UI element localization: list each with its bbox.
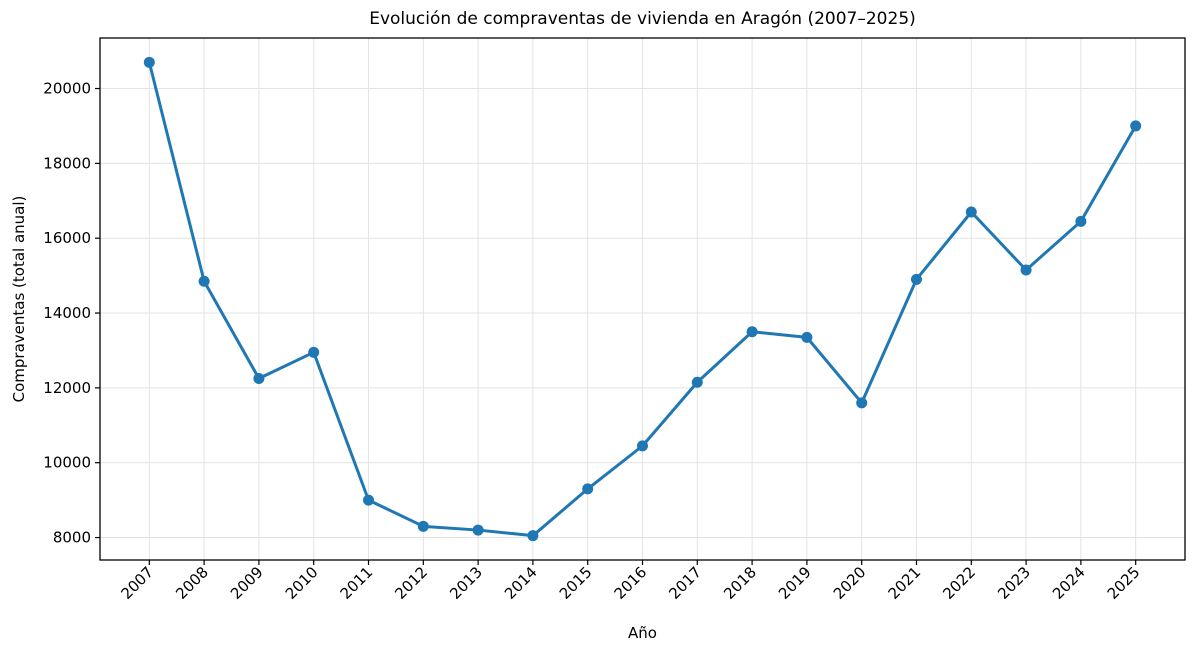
x-tick-label: 2020 bbox=[830, 563, 870, 603]
x-tick-label: 2022 bbox=[939, 563, 979, 603]
x-tick-label: 2009 bbox=[227, 563, 267, 603]
data-point-marker bbox=[801, 331, 813, 343]
data-point-marker bbox=[965, 206, 977, 218]
x-tick-label: 2023 bbox=[994, 563, 1034, 603]
data-point-marker bbox=[691, 376, 703, 388]
y-axis-label: Compraventas (total anual) bbox=[10, 195, 28, 403]
x-axis-label: Año bbox=[628, 624, 657, 642]
y-tick-label: 14000 bbox=[43, 304, 91, 322]
x-tick-label: 2011 bbox=[337, 563, 377, 603]
data-point-marker bbox=[637, 440, 648, 452]
data-point-marker bbox=[582, 483, 594, 495]
y-tick-label: 16000 bbox=[43, 229, 91, 247]
data-point-marker bbox=[1130, 120, 1142, 132]
data-point-marker bbox=[143, 56, 155, 68]
data-point-marker bbox=[198, 275, 210, 287]
axes-frame bbox=[99, 37, 1186, 561]
x-tick-label: 2007 bbox=[117, 563, 157, 603]
x-tick-label: 2012 bbox=[391, 563, 431, 603]
x-tick-label: 2016 bbox=[611, 563, 651, 603]
x-tick-label: 2021 bbox=[885, 563, 925, 603]
x-tick-label: 2025 bbox=[1104, 563, 1144, 603]
data-point-marker bbox=[527, 530, 539, 542]
data-point-marker bbox=[417, 520, 429, 532]
y-tick-label: 12000 bbox=[43, 379, 91, 397]
x-tick-label: 2019 bbox=[775, 563, 815, 603]
y-tick-label: 18000 bbox=[43, 154, 91, 172]
x-tick-label: 2014 bbox=[501, 563, 541, 603]
x-tick-label: 2015 bbox=[556, 563, 596, 603]
data-point-marker bbox=[746, 326, 758, 338]
y-tick-label: 8000 bbox=[53, 529, 91, 547]
data-point-marker bbox=[253, 373, 265, 385]
data-point-marker bbox=[1020, 264, 1032, 276]
y-tick-label: 10000 bbox=[43, 454, 91, 472]
chart-title: Evolución de compraventas de vivienda en… bbox=[369, 9, 916, 29]
x-tick-label: 2018 bbox=[720, 563, 760, 603]
x-tick-label: 2017 bbox=[665, 563, 705, 603]
data-point-marker bbox=[910, 273, 922, 285]
data-point-marker bbox=[856, 397, 868, 409]
data-point-marker bbox=[1075, 215, 1087, 227]
x-tick-label: 2008 bbox=[172, 563, 212, 603]
x-tick-label: 2013 bbox=[446, 563, 486, 603]
data-point-marker bbox=[308, 346, 320, 358]
y-tick-label: 20000 bbox=[43, 80, 91, 98]
x-tick-label: 2010 bbox=[282, 563, 322, 603]
data-point-marker bbox=[363, 494, 375, 506]
data-point-marker bbox=[472, 524, 484, 536]
x-tick-label: 2024 bbox=[1049, 563, 1089, 603]
